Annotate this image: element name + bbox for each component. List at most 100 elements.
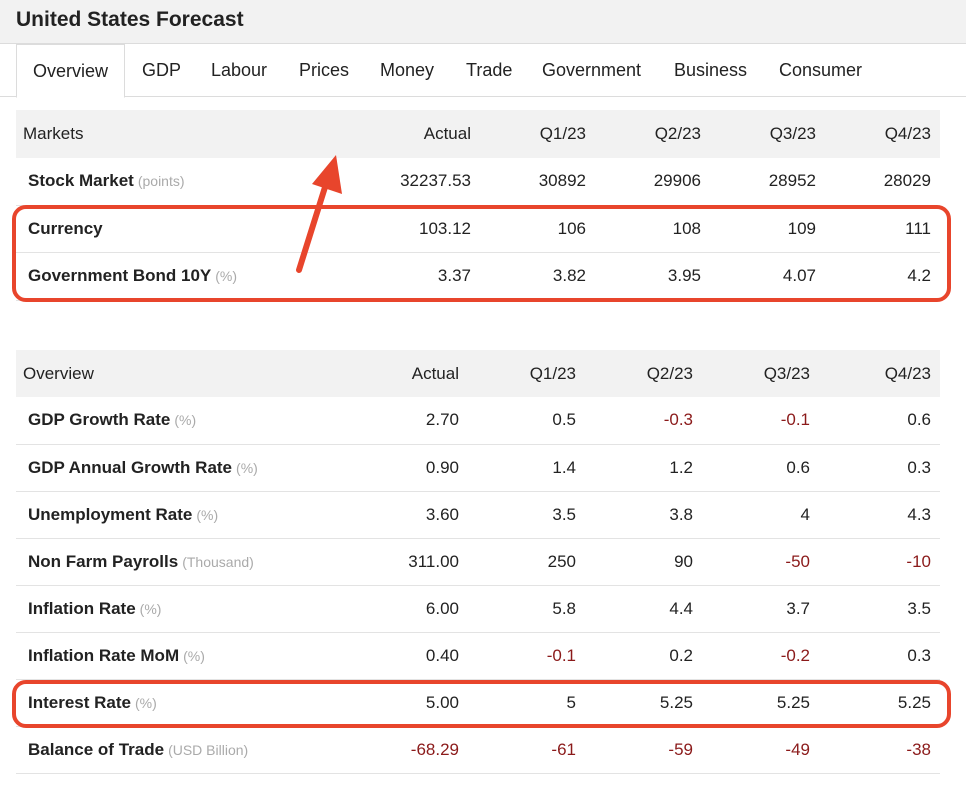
row-label: Inflation Rate (%) [16,585,342,633]
table-row[interactable]: Unemployment Rate (%) 3.60 3.5 3.8 4 4.3 [16,491,940,539]
value-cell: 103.12 [356,205,471,253]
value-cell: 1.4 [459,444,576,492]
value-cell: -68.29 [342,726,459,774]
indicator-unit: (%) [183,647,205,664]
value-cell: 6.00 [342,585,459,633]
value-cell: 0.3 [810,632,940,680]
value-cell: 0.6 [693,444,810,492]
row-label: Balance of Trade (USD Billion) [16,726,342,774]
highlight-box-markets [12,205,951,302]
tab-government[interactable]: Government [542,60,642,80]
value-cell: -61 [459,726,576,774]
indicator-name[interactable]: Government Bond 10Y [28,266,212,286]
value-cell: 28952 [701,157,816,206]
indicator-unit: (Thousand) [182,553,254,570]
column-header: Q3/23 [693,350,810,397]
indicator-name[interactable]: Balance of Trade [28,739,165,759]
tab-business[interactable]: Business [674,60,748,80]
value-cell: 0.3 [810,444,940,492]
tab-overview[interactable]: Overview [16,44,125,98]
value-cell: 3.8 [576,491,693,539]
table-row[interactable]: GDP Annual Growth Rate (%) 0.90 1.4 1.2 0.6 0.… [16,444,940,492]
indicator-unit: (%) [139,600,162,617]
value-cell: 250 [459,538,576,586]
column-header: Overview [16,350,342,397]
table-row[interactable]: Currency 103.12 106 108 109 111 [16,205,940,253]
indicator-name[interactable]: Inflation Rate [28,598,136,618]
column-header: Q1/23 [471,110,586,158]
row-label: Inflation Rate MoM (%) [16,632,342,680]
value-cell: 106 [471,205,586,253]
tab-trade[interactable]: Trade [466,60,513,80]
value-cell: 1.2 [576,444,693,492]
value-cell: -0.2 [693,632,810,680]
table-row[interactable]: GDP Growth Rate (%) 2.70 0.5 -0.3 -0.1 0.6 [16,397,940,445]
indicator-unit: (%) [196,506,219,523]
value-cell: -0.3 [576,397,693,445]
indicator-unit: (points) [137,173,185,189]
tab-labour[interactable]: Labour [211,60,268,80]
column-header: Q4/23 [810,350,940,397]
value-cell: -38 [810,726,940,774]
indicator-name[interactable]: Stock Market [28,171,134,190]
tab-bar: Overview GDP Labour Prices Money Trade G… [0,44,966,98]
value-cell: 3.5 [459,491,576,539]
indicator-name[interactable]: Interest Rate [28,692,131,712]
column-header: Q4/23 [816,110,940,158]
table-row[interactable]: Inflation Rate MoM (%) 0.40 -0.1 0.2 -0.2 0.3 [16,632,940,680]
markets-table: Markets Actual Q1/23 Q2/23 Q3/23 Q4/23 S… [16,110,940,301]
overview-table: Overview Actual Q1/23 Q2/23 Q3/23 Q4/23 … [16,350,940,774]
value-cell: 3.7 [693,585,810,633]
value-cell: 108 [586,205,701,253]
row-label: Unemployment Rate (%) [16,491,342,539]
value-cell: 109 [701,205,816,253]
value-cell: 3.5 [810,585,940,633]
value-cell: 4.3 [810,491,940,539]
row-label: Interest Rate (%) [16,679,342,727]
value-cell: 5.25 [576,679,693,727]
indicator-name[interactable]: Unemployment Rate [28,504,193,524]
indicator-name[interactable]: GDP Growth Rate [28,410,171,430]
value-cell: 3.60 [342,491,459,539]
indicator-name[interactable]: GDP Annual Growth Rate [28,457,233,477]
row-label: Currency [16,205,356,253]
indicator-unit: (%) [236,459,258,476]
value-cell: 5.25 [810,679,940,727]
row-label: GDP Annual Growth Rate (%) [16,444,342,492]
value-cell: 111 [816,205,940,253]
value-cell: 5.25 [693,679,810,727]
value-cell: 4 [693,491,810,539]
table-row[interactable]: Stock Market (points) 32237.53 30892 29906 28… [16,157,940,206]
page-title: United States Forecast [16,8,244,31]
value-cell: 5.8 [459,585,576,633]
value-cell: 32237.53 [356,157,471,206]
indicator-name[interactable]: Currency [28,218,103,238]
tab-prices[interactable]: Prices [299,60,350,80]
table-row[interactable]: Non Farm Payrolls (Thousand) 311.00 250 90 -5… [16,538,940,586]
table-row[interactable]: Interest Rate (%) 5.00 5 5.25 5.25 5.25 [16,679,940,727]
value-cell: 0.40 [342,632,459,680]
row-label: Non Farm Payrolls (Thousand) [16,538,342,586]
value-cell: -59 [576,726,693,774]
value-cell: 28029 [816,157,940,206]
tab-money[interactable]: Money [380,60,435,80]
value-cell: 0.6 [810,397,940,445]
indicator-unit: (%) [215,268,238,285]
indicator-name[interactable]: Inflation Rate MoM [28,645,180,665]
tab-gdp[interactable]: GDP [142,60,182,80]
table-header-row: Markets Actual Q1/23 Q2/23 Q3/23 Q4/23 [16,110,940,158]
column-header: Q2/23 [586,110,701,158]
tab-consumer[interactable]: Consumer [779,60,863,80]
row-label: Stock Market (points) [16,157,356,206]
table-row[interactable]: Inflation Rate (%) 6.00 5.8 4.4 3.7 3.5 [16,585,940,633]
table-row[interactable]: Balance of Trade (USD Billion) -68.29 -61 -5… [16,726,940,774]
column-header: Q1/23 [459,350,576,397]
value-cell: 90 [576,538,693,586]
value-cell: -49 [693,726,810,774]
indicator-unit: (USD Billion) [168,741,249,758]
indicator-name[interactable]: Non Farm Payrolls [28,551,179,571]
value-cell: 0.2 [576,632,693,680]
table-row[interactable]: Government Bond 10Y (%) 3.37 3.82 3.95 4.07 4.… [16,252,940,301]
column-header: Actual [342,350,459,397]
